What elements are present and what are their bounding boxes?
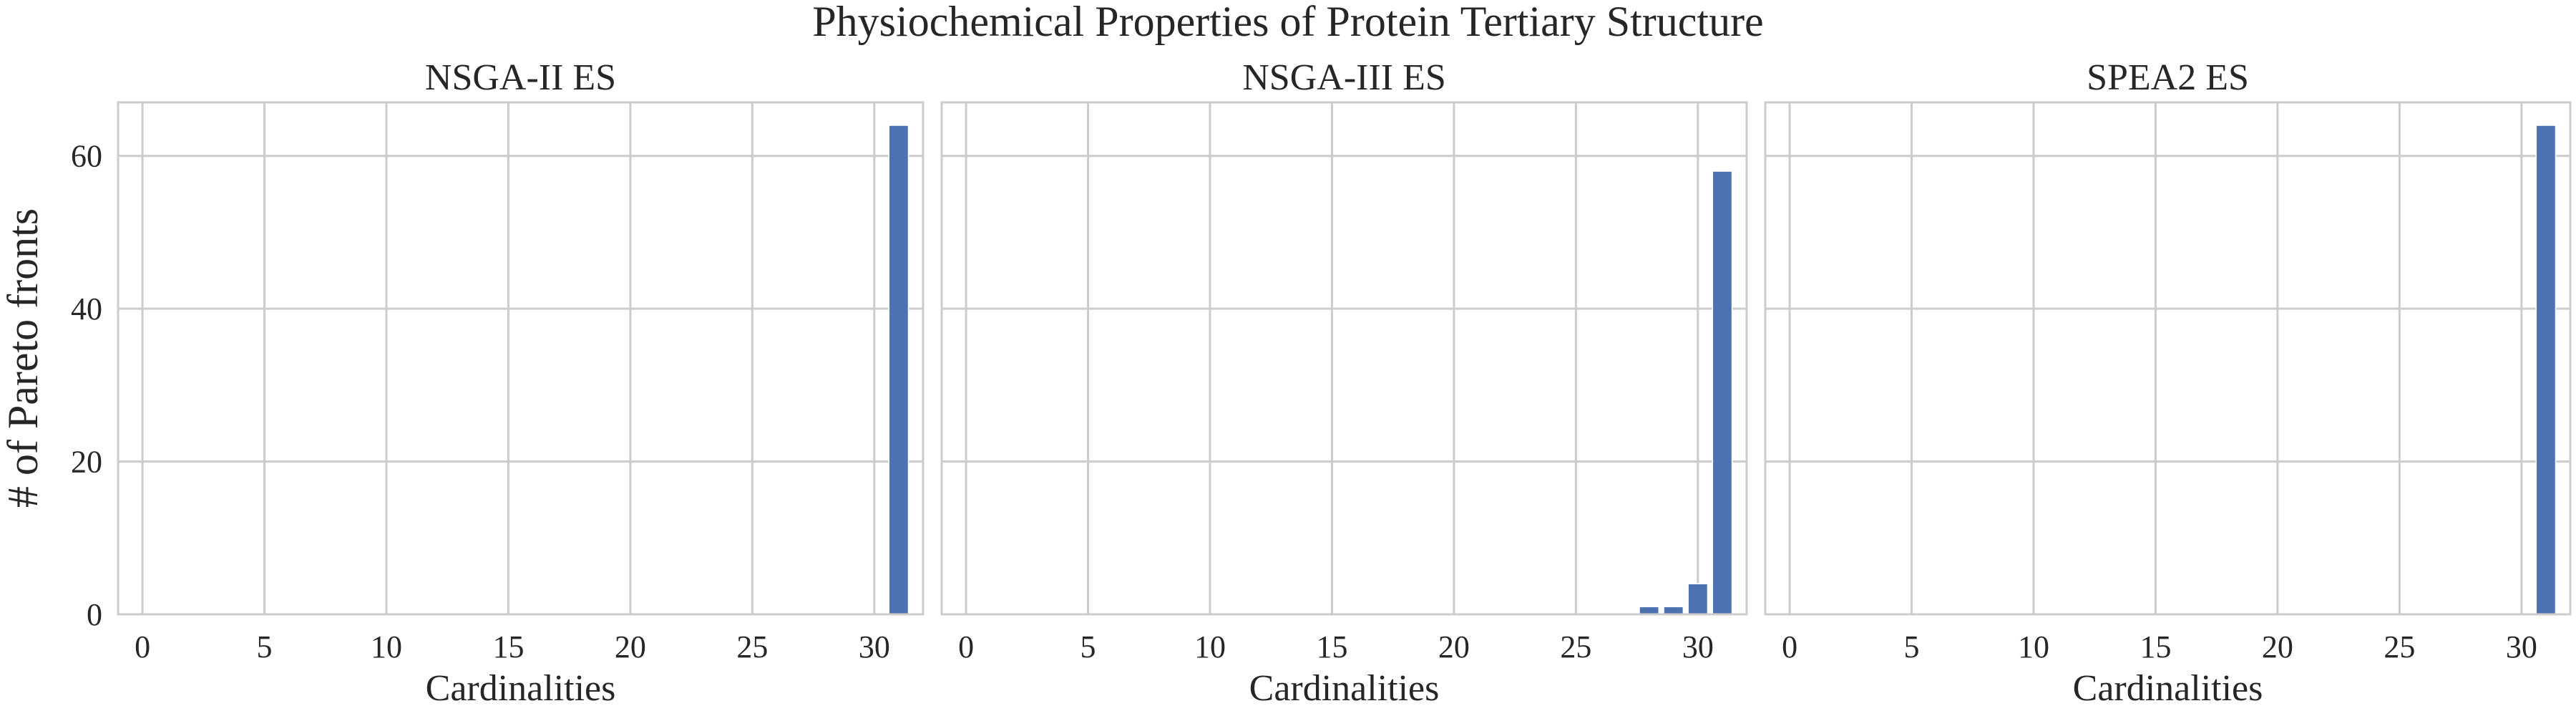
x-tick-label: 25	[1560, 629, 1591, 664]
x-tick-label: 20	[1438, 629, 1470, 664]
x-tick-label: 0	[1782, 629, 1797, 664]
y-tick-label: 60	[71, 139, 102, 174]
x-axis-label: Cardinalities	[1249, 668, 1440, 709]
x-tick-label: 25	[736, 629, 768, 664]
bar	[2535, 125, 2557, 615]
x-tick-label: 15	[1316, 629, 1347, 664]
x-tick-label: 15	[492, 629, 524, 664]
x-tick-label: 25	[2384, 629, 2415, 664]
x-tick-label: 5	[1904, 629, 1920, 664]
x-tick-label: 15	[2140, 629, 2171, 664]
bar	[1639, 606, 1660, 615]
x-tick-label: 10	[1194, 629, 1226, 664]
x-tick-label: 30	[1682, 629, 1714, 664]
chart-panel-1: NSGA-II ES 0 5 10 15 20 25 30 0 20 40 60 Cardinaliti…	[71, 57, 924, 709]
bar	[1687, 583, 1709, 615]
y-tick-label: 40	[71, 291, 102, 326]
y-tick-label: 0	[87, 597, 102, 632]
bar	[1712, 170, 1733, 615]
panel-title: NSGA-III ES	[1242, 57, 1446, 98]
x-tick-label: 10	[2018, 629, 2049, 664]
chart-panels: NSGA-II ES 0 5 10 15 20 25 30 0 20 40 60 Cardinaliti…	[71, 57, 2572, 709]
panel-title: NSGA-II ES	[425, 57, 616, 98]
plot-frame	[117, 101, 924, 616]
x-axis-label: Cardinalities	[426, 668, 616, 709]
plot-frame	[940, 101, 1748, 616]
y-axis-label: # of Pareto fronts	[0, 208, 47, 508]
x-tick-label: 5	[257, 629, 273, 664]
x-axis-label: Cardinalities	[2073, 668, 2263, 709]
plot-frame	[1764, 101, 2572, 616]
x-tick-label: 10	[371, 629, 402, 664]
x-tick-label: 30	[2506, 629, 2537, 664]
x-tick-label: 5	[1080, 629, 1096, 664]
figure-title: Physiochemical Properties of Protein Ter…	[812, 0, 1763, 45]
chart-panel-2: NSGA-III ES 0 5 10 15 20 25 30 Cardinalities	[940, 57, 1748, 709]
bar	[888, 125, 909, 615]
x-tick-label: 0	[135, 629, 150, 664]
panel-title: SPEA2 ES	[2087, 57, 2249, 98]
x-tick-label: 20	[2262, 629, 2293, 664]
bar	[1663, 606, 1684, 615]
x-tick-label: 30	[859, 629, 890, 664]
y-tick-label: 20	[71, 445, 102, 480]
x-tick-label: 0	[958, 629, 974, 664]
chart-panel-3: SPEA2 ES 0 5 10 15 20 25 30 Cardinalities	[1764, 57, 2572, 709]
x-tick-label: 20	[615, 629, 646, 664]
